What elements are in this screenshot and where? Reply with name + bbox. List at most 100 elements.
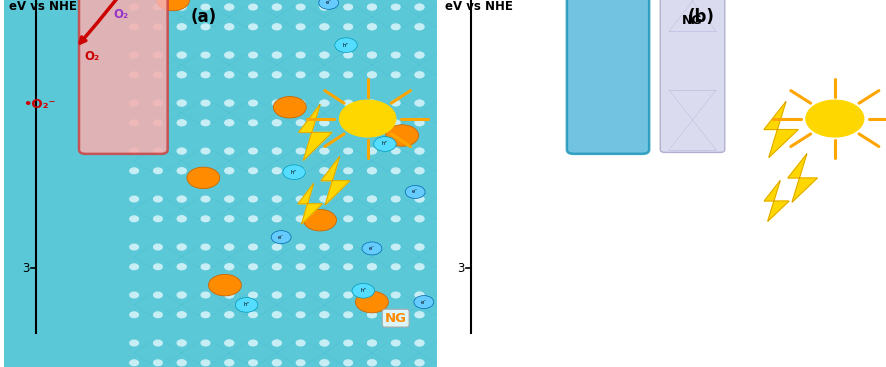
Circle shape	[177, 312, 186, 317]
FancyBboxPatch shape	[79, 0, 167, 154]
Circle shape	[273, 360, 281, 366]
Circle shape	[416, 216, 424, 222]
Circle shape	[462, 52, 471, 58]
Circle shape	[273, 72, 281, 78]
Circle shape	[177, 340, 186, 346]
Circle shape	[374, 137, 396, 151]
Circle shape	[416, 312, 424, 317]
Circle shape	[273, 120, 281, 126]
Circle shape	[201, 24, 210, 30]
Circle shape	[296, 196, 305, 202]
Circle shape	[344, 360, 353, 366]
Circle shape	[177, 4, 186, 10]
Circle shape	[273, 292, 281, 298]
Polygon shape	[788, 154, 818, 202]
Circle shape	[225, 340, 234, 346]
Circle shape	[462, 72, 471, 78]
Circle shape	[274, 97, 307, 118]
Circle shape	[273, 264, 281, 270]
Circle shape	[273, 120, 281, 126]
Circle shape	[462, 216, 471, 222]
Circle shape	[439, 24, 447, 30]
Circle shape	[439, 264, 447, 270]
Circle shape	[320, 72, 329, 78]
Circle shape	[392, 148, 400, 154]
Circle shape	[416, 24, 424, 30]
Circle shape	[177, 264, 186, 270]
Circle shape	[320, 120, 329, 126]
Circle shape	[177, 292, 186, 298]
Circle shape	[130, 360, 138, 366]
Circle shape	[225, 100, 234, 106]
Circle shape	[368, 4, 377, 10]
Circle shape	[249, 120, 257, 126]
Circle shape	[273, 312, 281, 317]
Circle shape	[225, 360, 234, 366]
Circle shape	[201, 216, 210, 222]
Circle shape	[225, 360, 234, 366]
Circle shape	[320, 4, 329, 10]
Circle shape	[368, 72, 377, 78]
Polygon shape	[321, 157, 350, 205]
Circle shape	[201, 72, 210, 78]
Circle shape	[249, 24, 257, 30]
Circle shape	[225, 4, 234, 10]
Circle shape	[416, 312, 424, 317]
Circle shape	[462, 312, 471, 317]
Circle shape	[368, 148, 377, 154]
Text: •O₂⁻: •O₂⁻	[23, 98, 55, 111]
Circle shape	[177, 52, 186, 58]
Circle shape	[249, 196, 257, 202]
Circle shape	[368, 52, 377, 58]
Circle shape	[225, 244, 234, 250]
Circle shape	[320, 24, 329, 30]
Circle shape	[177, 312, 186, 317]
Circle shape	[225, 4, 234, 10]
Circle shape	[320, 340, 329, 346]
Circle shape	[273, 196, 281, 202]
Circle shape	[368, 244, 377, 250]
Circle shape	[296, 216, 305, 222]
Circle shape	[153, 196, 162, 202]
Circle shape	[320, 100, 329, 106]
Circle shape	[296, 120, 305, 126]
Circle shape	[153, 244, 162, 250]
Circle shape	[273, 52, 281, 58]
Circle shape	[296, 100, 305, 106]
Circle shape	[153, 4, 162, 10]
Circle shape	[368, 148, 377, 154]
Circle shape	[439, 120, 447, 126]
Circle shape	[320, 244, 329, 250]
Circle shape	[392, 244, 400, 250]
Circle shape	[249, 148, 257, 154]
Circle shape	[416, 292, 424, 298]
Circle shape	[225, 216, 234, 222]
Text: NG: NG	[682, 14, 703, 27]
Circle shape	[320, 148, 329, 154]
Text: e⁻: e⁻	[325, 0, 332, 6]
Circle shape	[392, 264, 400, 270]
Circle shape	[153, 360, 162, 366]
Circle shape	[177, 120, 186, 126]
Text: NG: NG	[385, 312, 407, 325]
Circle shape	[273, 216, 281, 222]
Circle shape	[416, 148, 424, 154]
Circle shape	[392, 360, 400, 366]
Circle shape	[344, 4, 353, 10]
Text: h⁺: h⁺	[244, 302, 250, 308]
Circle shape	[177, 120, 186, 126]
Circle shape	[249, 100, 257, 106]
Circle shape	[177, 168, 186, 174]
Circle shape	[416, 292, 424, 298]
Circle shape	[153, 264, 162, 270]
FancyBboxPatch shape	[660, 0, 725, 152]
Circle shape	[416, 216, 424, 222]
Circle shape	[153, 340, 162, 346]
Circle shape	[806, 100, 864, 137]
Circle shape	[273, 100, 281, 106]
Circle shape	[130, 292, 138, 298]
Circle shape	[201, 120, 210, 126]
Circle shape	[296, 24, 305, 30]
Circle shape	[225, 168, 234, 174]
Circle shape	[320, 264, 329, 270]
